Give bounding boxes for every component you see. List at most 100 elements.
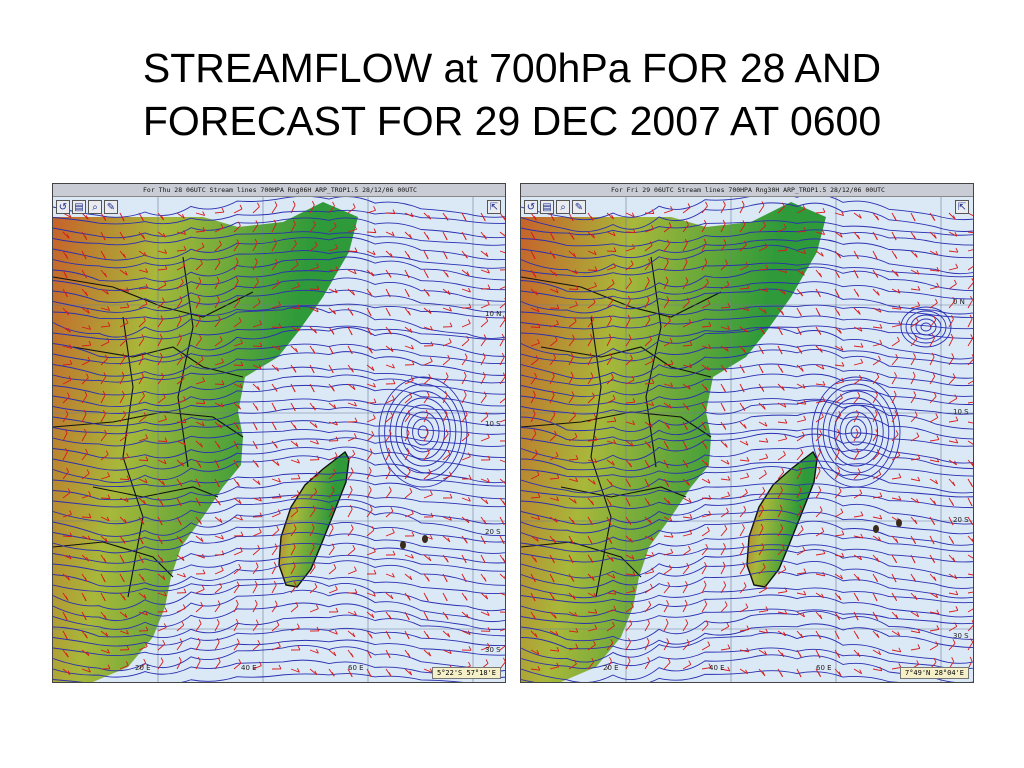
wind-barb-tick [145,283,149,289]
wind-barb [176,318,182,328]
wind-barb [853,326,863,332]
wind-barb [568,304,578,309]
wind-barb-tick [575,477,579,482]
wind-barb-tick [182,604,186,609]
wind-barb-tick [856,254,859,260]
wind-barb-tick [391,528,395,533]
wind-barb-tick [144,642,148,647]
africa-landmass [521,202,826,682]
wind-barb [739,265,749,271]
title-line-1: STREAMFLOW at 700hPa FOR 28 AND [142,45,882,91]
wind-barb-tick [121,390,125,396]
wind-barb [385,231,395,237]
wind-barb-tick [727,325,731,330]
streamline [521,460,973,478]
corner-icon[interactable]: ⇱ [487,200,501,214]
toolbar-right: ↺ ▤ ⌕ ✎ ⇱ [521,197,973,217]
wind-barb [138,416,147,423]
wind-barb-tick [743,582,747,587]
wind-barb-tick [333,404,337,409]
wind-barb-tick [556,662,560,667]
wind-barb [568,321,577,328]
wind-barb-tick [202,569,206,574]
wind-barb [328,630,338,635]
wind-barb-tick [745,261,749,267]
wind-barb-tick [331,330,335,335]
wind-barb-tick [428,651,432,657]
wind-barb [796,419,806,423]
print-icon[interactable]: ▤ [72,200,86,214]
wind-barb [777,206,785,214]
wind-barb-tick [707,526,710,532]
wind-barb-tick [689,340,693,346]
wind-barb [910,321,919,328]
wind-barb-tick [368,330,372,336]
wind-barb-tick [372,414,376,419]
wind-barb-tick [954,279,957,285]
streamline-map-left[interactable] [53,197,505,682]
wind-barb-tick [613,589,617,595]
wind-barb [701,624,709,632]
wind-barb [366,452,373,461]
wind-barb-tick [708,494,712,500]
wind-barb-tick [533,577,536,583]
wind-barb-tick [372,250,376,256]
wind-barb-tick [372,547,376,552]
wind-barb-tick [860,342,864,348]
zoom-icon[interactable]: ⌕ [88,200,102,214]
wind-barb-tick [68,554,72,560]
wind-barb [233,551,243,556]
wind-barb [195,623,202,632]
wind-barb [176,357,183,366]
wind-barb [309,440,319,445]
wind-barb-tick [201,421,205,427]
print-icon[interactable]: ▤ [540,200,554,214]
undo-icon[interactable]: ↺ [56,200,70,214]
wind-barb [929,250,939,256]
undo-icon[interactable]: ↺ [524,200,538,214]
wind-barb [549,340,558,347]
wind-barb [701,497,711,500]
wind-barb [530,376,537,385]
wind-barb-tick [425,428,429,434]
wind-barb-tick [803,399,807,405]
corner-icon[interactable]: ⇱ [955,200,969,214]
wind-barb [910,375,916,385]
wind-barb [796,509,803,518]
wind-barb [328,472,337,480]
wind-barb [853,535,863,539]
wind-barb [252,242,258,252]
wind-barb-tick [202,211,206,216]
island [873,525,879,533]
wind-barb-tick [182,261,186,267]
wind-barb [606,212,614,220]
streamline-map-right[interactable] [521,197,973,682]
wind-barb-tick [799,653,802,658]
wind-barb-tick [764,422,768,427]
wind-barb-tick [856,292,860,297]
wind-barb [252,383,260,391]
wind-barb [81,494,91,499]
wind-barb-tick [610,557,614,562]
wind-barb-tick [648,600,652,606]
wind-barb-tick [803,226,807,232]
wind-barb-tick [575,627,579,633]
wind-barb-tick [409,487,413,493]
wind-barb-tick [629,277,632,283]
zoom-icon[interactable]: ⌕ [556,200,570,214]
wind-barb [758,402,766,410]
wind-barb-tick [705,543,709,549]
wind-barb-tick [613,262,616,268]
wind-barb-tick [687,203,691,208]
wind-barb-tick [334,630,338,635]
edit-icon[interactable]: ✎ [572,200,586,214]
toolbar-left: ↺ ▤ ⌕ ✎ ⇱ [53,197,505,217]
wind-barb [309,546,315,556]
edit-icon[interactable]: ✎ [104,200,118,214]
wind-barb-tick [762,563,766,568]
wind-barb-tick [552,596,556,601]
wind-barb [271,304,281,309]
wind-barb-tick [704,561,707,567]
wind-barb-tick [145,268,149,273]
wind-barb-tick [669,517,673,522]
